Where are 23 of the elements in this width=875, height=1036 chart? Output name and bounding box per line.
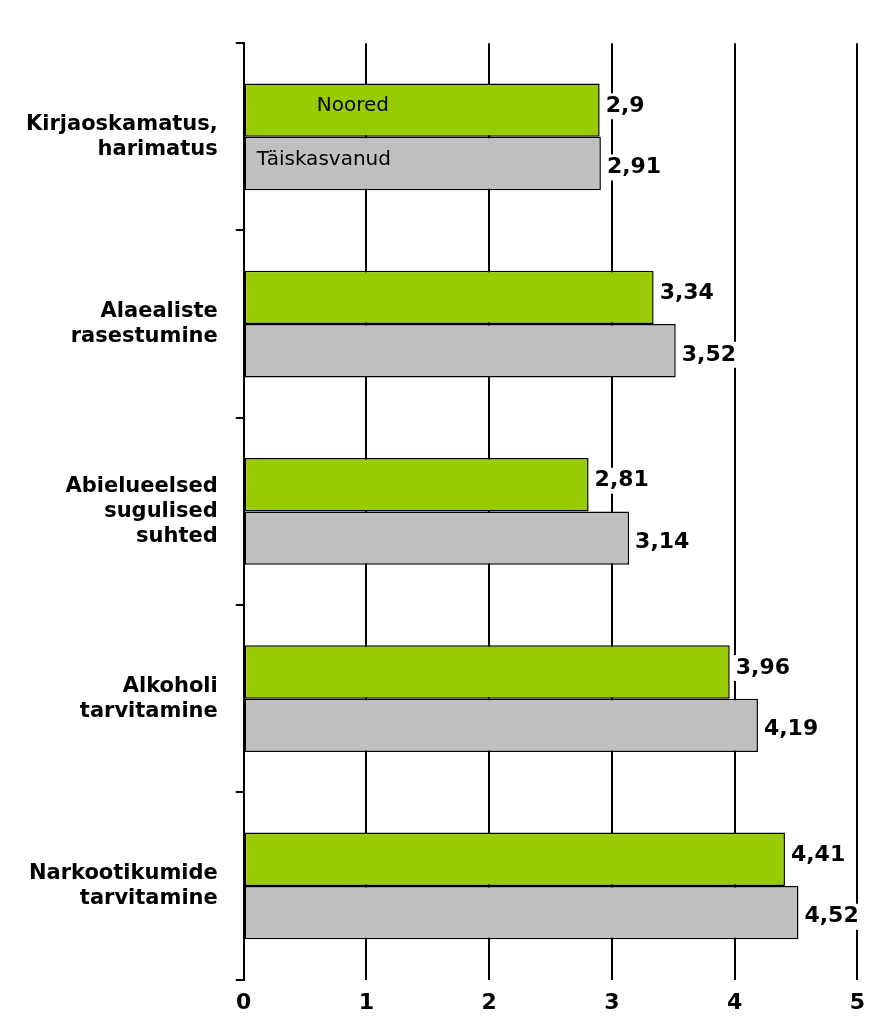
x-tick-label: 0 bbox=[236, 988, 252, 1014]
data-label: 3,14 bbox=[635, 527, 690, 553]
x-tick-label: 1 bbox=[358, 988, 375, 1014]
series-label: Noored bbox=[316, 92, 389, 117]
data-label: 2,81 bbox=[594, 466, 649, 492]
x-tick-label: 3 bbox=[604, 988, 620, 1014]
data-label: 4,19 bbox=[763, 715, 819, 741]
y-tick-label: Kirjaoskamatus, harimatus bbox=[26, 110, 218, 160]
x-tick-label: 2 bbox=[481, 988, 497, 1014]
data-label: 3,34 bbox=[659, 279, 714, 305]
data-label: 4,41 bbox=[790, 840, 846, 866]
x-tick-label: 4 bbox=[726, 988, 743, 1014]
data-label: 3,96 bbox=[735, 653, 791, 679]
y-tick-label: Narkootikumide tarvitamine bbox=[28, 859, 218, 910]
data-label: 3,52 bbox=[681, 340, 737, 366]
data-label: 2,9 bbox=[605, 91, 645, 117]
series-label: Täiskasvanud bbox=[255, 145, 391, 170]
data-label: 4,52 bbox=[804, 902, 859, 928]
y-tick-label: Alaealiste rasestumine bbox=[70, 297, 218, 348]
y-tick-label: Abielueelsed sugulised suhted bbox=[65, 472, 218, 548]
y-tick-label: Alkoholi tarvitamine bbox=[79, 672, 218, 722]
data-label: 2,91 bbox=[606, 153, 662, 179]
x-tick-label: 5 bbox=[849, 988, 865, 1014]
